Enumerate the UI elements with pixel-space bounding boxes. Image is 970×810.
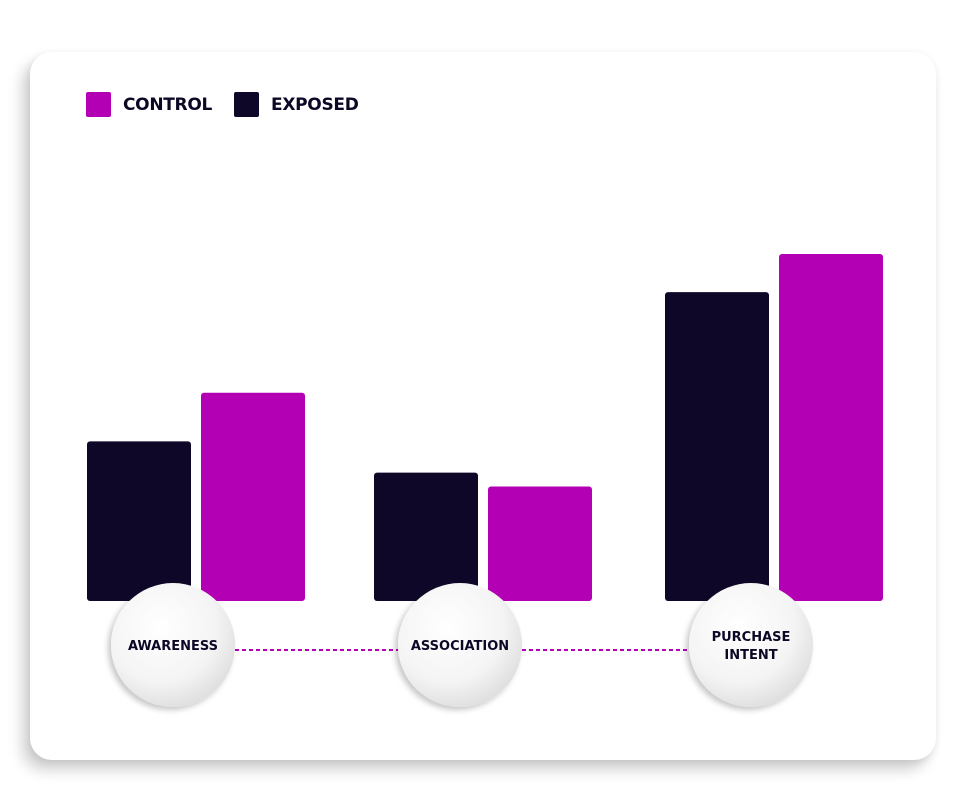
bar-exposed-awareness <box>87 441 191 601</box>
bar-control-purchase-intent <box>779 254 883 601</box>
legend-swatch-exposed <box>234 92 260 117</box>
legend-label-control: CONTROL <box>123 94 213 115</box>
category-circle <box>111 583 235 707</box>
legend-item-control: CONTROL <box>86 92 212 117</box>
bar-exposed-purchase-intent <box>665 292 769 601</box>
bar-control-awareness <box>201 392 305 601</box>
legend-label-exposed: EXPOSED <box>271 94 359 115</box>
category-circle <box>689 583 813 707</box>
legend-item-exposed: EXPOSED <box>234 92 359 117</box>
category-label: AWARENESS <box>128 639 218 654</box>
bars <box>87 254 883 601</box>
legend: CONTROL EXPOSED <box>86 92 381 117</box>
bar-exposed-association <box>374 472 478 601</box>
category-label: PURCHASE INTENT <box>712 630 791 663</box>
bar-control-association <box>488 486 592 601</box>
category-markers: AWARENESS ASSOCIATION PURCHASE INTENT <box>111 583 813 707</box>
legend-swatch-control <box>86 92 111 117</box>
category-circle <box>398 583 522 707</box>
category-label: ASSOCIATION <box>411 639 509 654</box>
